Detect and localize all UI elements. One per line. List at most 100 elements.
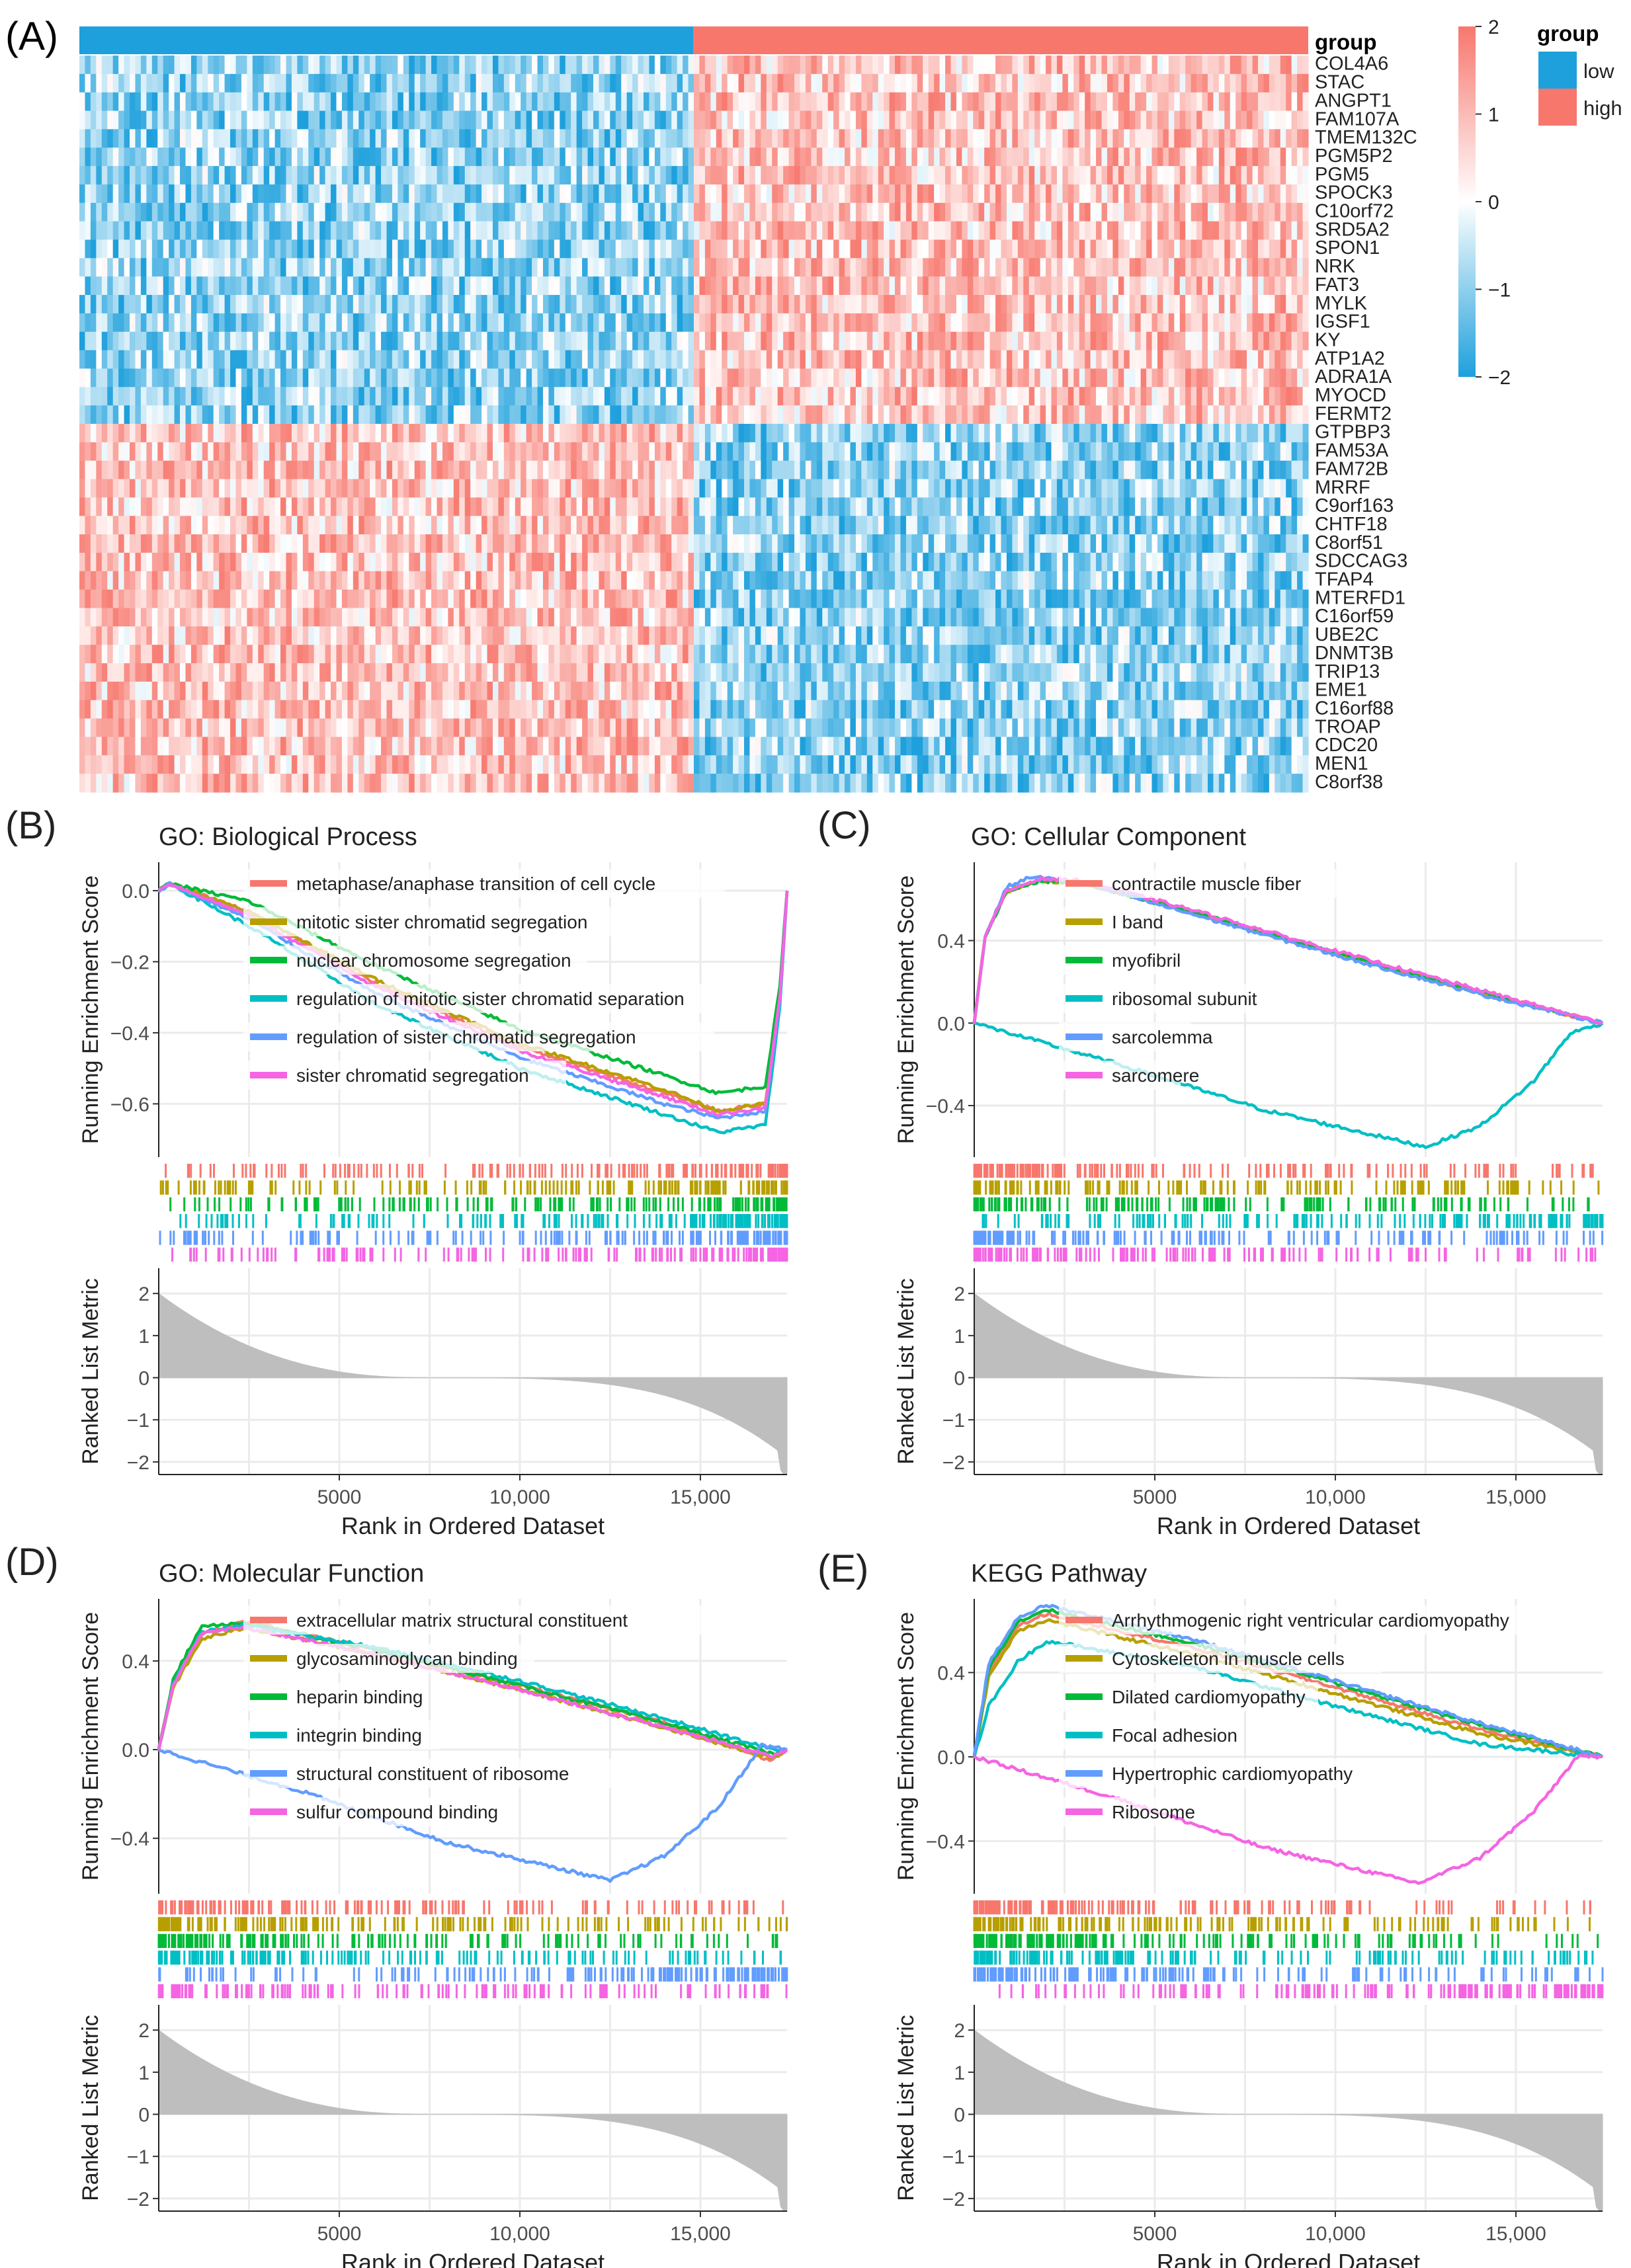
heatmap-cell — [1012, 368, 1019, 387]
heatmap-cell — [1257, 73, 1265, 93]
heatmap-cell — [1012, 221, 1019, 241]
heatmap-cell — [169, 331, 175, 351]
heatmap-cell — [772, 313, 778, 333]
heatmap-cell — [448, 424, 454, 443]
heatmap-cell — [772, 295, 778, 314]
heatmap-cell — [1056, 110, 1063, 130]
heatmap-cell — [995, 295, 1002, 314]
heatmap-cell — [866, 331, 873, 351]
heatmap-cell — [492, 73, 499, 93]
heatmap-cell — [208, 258, 214, 277]
heatmap-cell — [1163, 166, 1169, 185]
heatmap-cell — [761, 442, 767, 462]
heatmap-cell — [621, 350, 628, 370]
heatmap-cell — [409, 387, 415, 406]
heatmap-cell — [381, 73, 388, 93]
heatmap-cell — [610, 258, 616, 277]
heatmap-cell — [85, 460, 91, 480]
heatmap-cell — [978, 56, 985, 75]
heatmap-cell — [1001, 147, 1007, 167]
heatmap-cell — [593, 424, 600, 443]
heatmap-cell — [85, 442, 91, 462]
heatmap-cell — [302, 239, 309, 259]
heatmap-cell — [213, 73, 220, 93]
heatmap-cell — [492, 258, 499, 277]
heatmap-cell — [783, 387, 790, 406]
heatmap-cell — [291, 56, 298, 75]
heatmap-cell — [1129, 202, 1136, 222]
heatmap-cell — [1235, 350, 1242, 370]
heatmap-cell — [884, 313, 890, 333]
heatmap-cell — [258, 350, 265, 370]
heatmap-cell — [1224, 166, 1231, 185]
heatmap-cell — [1297, 56, 1304, 75]
heatmap-cell — [1056, 405, 1063, 425]
heatmap-cell — [688, 92, 694, 112]
heatmap-cell — [1224, 368, 1231, 387]
heatmap-cell — [610, 331, 616, 351]
heatmap-cell — [866, 166, 873, 185]
heatmap-cell — [576, 73, 583, 93]
heatmap-cell — [532, 202, 538, 222]
heatmap-cell — [571, 387, 577, 406]
heatmap-cell — [1252, 110, 1259, 130]
heatmap-cell — [722, 313, 728, 333]
heatmap-cell — [1067, 73, 1074, 93]
heatmap-cell — [470, 331, 477, 351]
heatmap-cell — [381, 92, 388, 112]
heatmap-cell — [230, 221, 237, 241]
heatmap-cell — [1096, 147, 1103, 167]
heatmap-cell — [733, 442, 739, 462]
heatmap-cell — [269, 258, 276, 277]
heatmap-cell — [565, 424, 571, 443]
heatmap-cell — [560, 442, 566, 462]
heatmap-cell — [1163, 147, 1169, 167]
heatmap-cell — [431, 387, 438, 406]
heatmap-cell — [157, 424, 164, 443]
heatmap-cell — [593, 147, 600, 167]
heatmap-cell — [79, 184, 86, 204]
heatmap-cell — [710, 184, 717, 204]
heatmap-cell — [247, 331, 253, 351]
heatmap-cell — [353, 276, 359, 296]
heatmap-cell — [112, 424, 119, 443]
heatmap-cell — [358, 202, 365, 222]
heatmap-cell — [470, 295, 477, 314]
heatmap-cell — [738, 56, 745, 75]
heatmap-cell — [626, 331, 633, 351]
heatmap-cell — [1235, 295, 1242, 314]
heatmap-cell — [542, 73, 550, 93]
heatmap-cell — [90, 258, 97, 277]
heatmap-cell — [923, 276, 929, 296]
heatmap-cell — [1286, 258, 1292, 277]
heatmap-cell — [716, 331, 722, 351]
heatmap-cell — [945, 350, 952, 370]
heatmap-cell — [537, 442, 544, 462]
heatmap-cell — [169, 92, 175, 112]
heatmap-cell — [805, 350, 812, 370]
heatmap-cell — [224, 129, 231, 148]
heatmap-cell — [1302, 129, 1309, 148]
heatmap-cell — [515, 239, 521, 259]
heatmap-cell — [263, 460, 270, 480]
heatmap-cell — [671, 276, 678, 296]
heatmap-cell — [1017, 202, 1024, 222]
heatmap-cell — [1286, 405, 1292, 425]
heatmap-cell — [967, 405, 974, 425]
heatmap-cell — [805, 313, 812, 333]
heatmap-cell — [889, 184, 896, 204]
heatmap-cell — [1023, 295, 1030, 314]
heatmap-cell — [855, 460, 862, 480]
heatmap-cell — [699, 73, 706, 93]
heatmap-cell — [107, 202, 114, 222]
heatmap-cell — [621, 92, 628, 112]
heatmap-cell — [85, 73, 91, 93]
heatmap-cell — [101, 405, 108, 425]
heatmap-cell — [1051, 166, 1058, 185]
heatmap-cell — [1163, 368, 1169, 387]
heatmap-cell — [1129, 313, 1136, 333]
heatmap-cell — [928, 313, 935, 333]
heatmap-cell — [196, 129, 203, 148]
heatmap-cell — [554, 442, 560, 462]
heatmap-cell — [286, 331, 292, 351]
